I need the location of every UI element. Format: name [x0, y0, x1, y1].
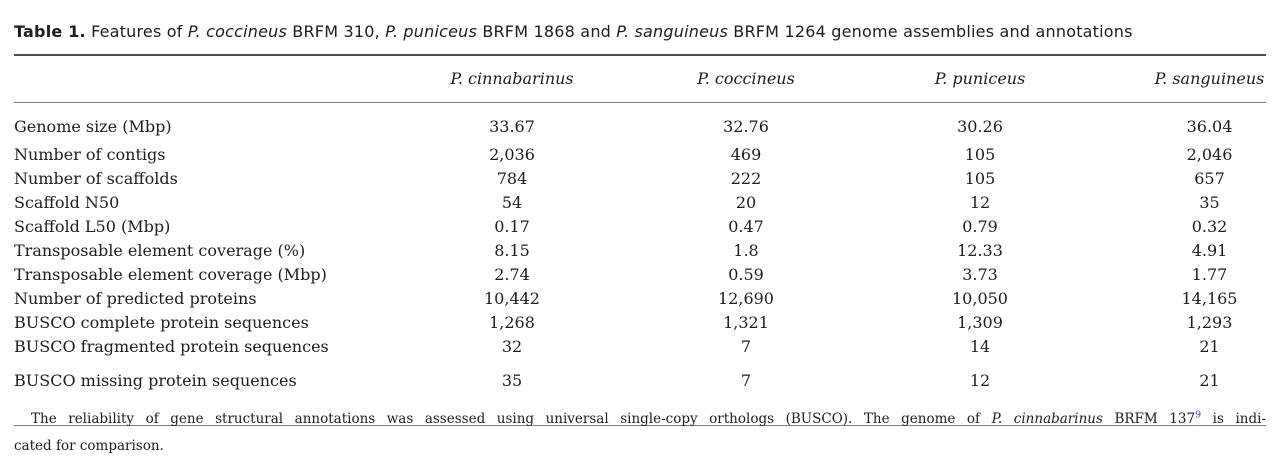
row-label: Transposable element coverage (%)	[14, 240, 306, 260]
value-cell: 2,046	[1186, 144, 1233, 164]
table-row: Genome size (Mbp) 33.67 32.76 30.26 36.04	[14, 102, 1266, 143]
table-row: Transposable element coverage (%) 8.15 1.8…	[14, 239, 1266, 263]
table-row: Scaffold N50 54 20 12 35	[14, 191, 1266, 215]
text-segment: Table 1.	[14, 22, 86, 41]
table-header-row: P. cinnabarinus P. coccineus P. puniceus P.…	[14, 55, 1266, 103]
text-segment: The reliability of gene structural annot…	[31, 411, 992, 427]
text-segment: cated for comparison.	[14, 438, 164, 454]
value-cell: 2,036	[489, 144, 535, 164]
text-segment: Features of	[85, 22, 188, 41]
value-cell: 1,293	[1186, 312, 1233, 332]
corner-header	[14, 55, 395, 103]
row-label: BUSCO complete protein sequences	[14, 312, 309, 332]
value-cell: 12,690	[718, 288, 774, 308]
value-cell: 54	[501, 192, 523, 212]
value-cell: 1.8	[733, 240, 759, 260]
table-row: Number of scaffolds 784 222 105 657	[14, 167, 1266, 191]
value-cell: 32.76	[723, 116, 769, 136]
text-segment: is indi-	[1201, 411, 1266, 427]
value-cell: 1.77	[1191, 264, 1228, 284]
value-cell: 10,050	[952, 288, 1008, 308]
text-segment: P. cinnabarinus	[991, 411, 1103, 427]
footnote-line: The reliability of gene structural annot…	[14, 406, 1266, 433]
table-body: Genome size (Mbp) 33.67 32.76 30.26 36.04 Num…	[14, 102, 1266, 425]
value-cell: 36.04	[1186, 116, 1233, 136]
value-cell: 8.15	[494, 240, 530, 260]
value-cell: 469	[730, 144, 762, 164]
text-segment: BRFM 310,	[287, 22, 386, 41]
row-label: Scaffold N50	[14, 192, 120, 212]
value-cell: 657	[1194, 168, 1225, 188]
value-cell: 14	[969, 336, 991, 356]
value-cell: 12	[969, 371, 991, 390]
value-cell: 105	[964, 168, 996, 188]
value-cell: 12.33	[957, 240, 1003, 260]
row-label: BUSCO missing protein sequences	[14, 371, 297, 390]
value-cell: 7	[740, 336, 752, 356]
column-header: P. puniceus	[863, 55, 1097, 103]
row-label: Transposable element coverage (Mbp)	[14, 264, 327, 284]
row-label: Number of scaffolds	[14, 168, 178, 188]
row-label: Number of predicted proteins	[14, 288, 257, 308]
value-cell: 4.91	[1191, 240, 1228, 260]
table-row: Number of predicted proteins 10,442 12,690…	[14, 287, 1266, 311]
table-row: BUSCO complete protein sequences 1,268 1,3…	[14, 311, 1266, 335]
row-label: Genome size (Mbp)	[14, 116, 172, 136]
value-cell: 10,442	[484, 288, 540, 308]
text-segment: BRFM 1868 and	[477, 22, 617, 41]
row-label: BUSCO fragmented protein sequences	[14, 336, 329, 356]
table-row: BUSCO missing protein sequences 35 7 12 21	[14, 359, 1266, 426]
column-header: P. cinnabarinus	[395, 55, 629, 103]
value-cell: 35	[1199, 192, 1220, 212]
text-segment: BRFM 137	[1102, 411, 1196, 427]
table-row: Scaffold L50 (Mbp) 0.17 0.47 0.79 0.32	[14, 215, 1266, 239]
table-row: Transposable element coverage (Mbp) 2.74 0…	[14, 263, 1266, 287]
value-cell: 21	[1199, 336, 1220, 356]
value-cell: 32	[501, 336, 523, 356]
value-cell: 222	[730, 168, 762, 188]
value-cell: 0.32	[1191, 216, 1228, 236]
column-header: P. sanguineus	[1097, 55, 1266, 103]
table-row: Number of contigs 2,036 469 105 2,046	[14, 143, 1266, 167]
value-cell: 14,165	[1181, 288, 1238, 308]
citation-ref[interactable]: 9	[1195, 409, 1202, 421]
value-cell: 1,309	[957, 312, 1003, 332]
value-cell: 0.47	[728, 216, 764, 236]
column-header: P. coccineus	[629, 55, 863, 103]
text-segment: P. sanguineus	[616, 22, 728, 41]
value-cell: 21	[1199, 371, 1220, 390]
table-row: BUSCO fragmented protein sequences 32 7 14 2…	[14, 335, 1266, 359]
value-cell: 20	[735, 192, 757, 212]
value-cell: 105	[964, 144, 996, 164]
value-cell: 784	[496, 168, 528, 188]
value-cell: 12	[969, 192, 991, 212]
text-segment: BRFM 1264 genome assemblies and annotati…	[728, 22, 1133, 41]
value-cell: 30.26	[957, 116, 1003, 136]
text-segment: P. coccineus	[187, 22, 288, 41]
value-cell: 7	[740, 371, 752, 390]
value-cell: 35	[501, 371, 523, 390]
table-footnote: The reliability of gene structural annot…	[14, 406, 1266, 460]
value-cell: 2.74	[494, 264, 530, 284]
features-table: P. cinnabarinus P. coccineus P. puniceus P.…	[14, 54, 1266, 426]
value-cell: 0.17	[494, 216, 530, 236]
value-cell: 0.59	[728, 264, 764, 284]
text-segment: P. puniceus	[385, 22, 478, 41]
footnote-line: cated for comparison.	[14, 433, 1266, 460]
value-cell: 33.67	[489, 116, 535, 136]
value-cell: 0.79	[962, 216, 998, 236]
value-cell: 3.73	[962, 264, 998, 284]
row-label: Number of contigs	[14, 144, 166, 164]
row-label: Scaffold L50 (Mbp)	[14, 216, 171, 236]
value-cell: 1,321	[723, 312, 769, 332]
table-title: Table 1. Features of P. coccineus BRFM 3…	[14, 22, 1266, 42]
value-cell: 1,268	[489, 312, 535, 332]
